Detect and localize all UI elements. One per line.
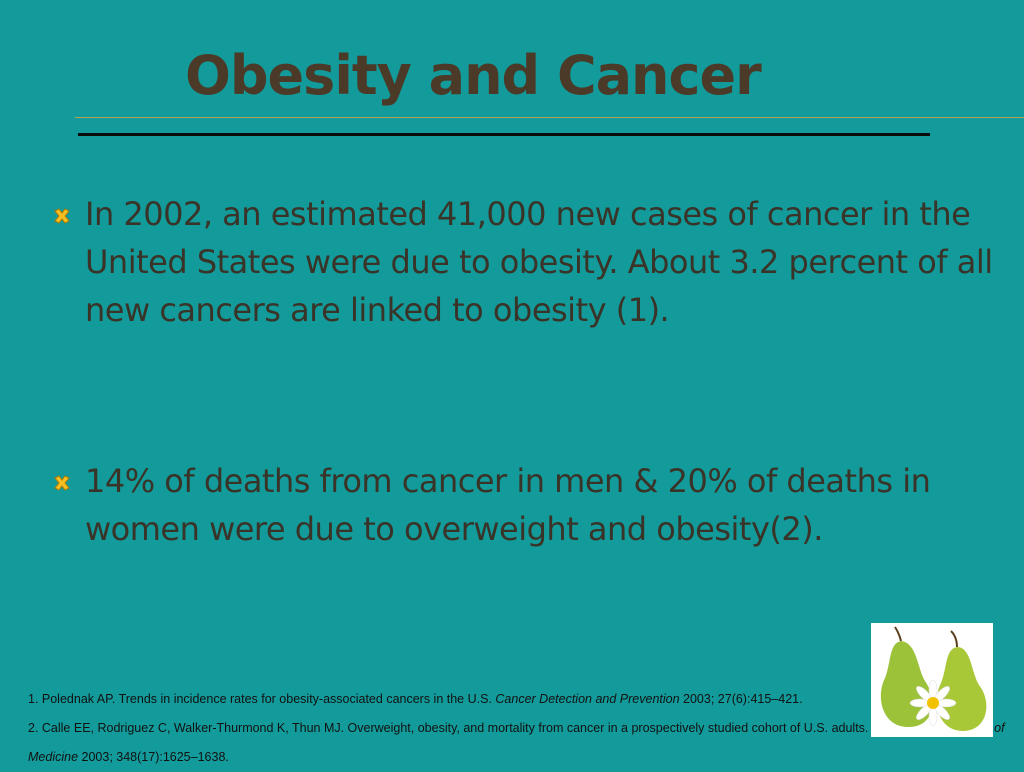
slide-title: Obesity and Cancer bbox=[185, 44, 762, 107]
divider bbox=[78, 133, 930, 136]
references: 1. Polednak AP. Trends in incidence rate… bbox=[28, 685, 1018, 772]
bullet-marker bbox=[54, 475, 70, 491]
divider bbox=[75, 117, 1024, 118]
bullet-marker bbox=[54, 208, 70, 224]
reference-details: 2003; 348(17):1625–1638. bbox=[81, 750, 229, 764]
reference: 2. Calle EE, Rodriguez C, Walker-Thurmon… bbox=[28, 714, 1018, 772]
reference-details: 2003; 27(6):415–421. bbox=[683, 692, 803, 706]
reference: 1. Polednak AP. Trends in incidence rate… bbox=[28, 685, 1018, 714]
pear-image bbox=[871, 623, 993, 737]
reference-text: 1. Polednak AP. Trends in incidence rate… bbox=[28, 692, 492, 706]
bullet-text: In 2002, an estimated 41,000 new cases o… bbox=[85, 195, 993, 329]
journal: Cancer Detection and Prevention bbox=[495, 692, 680, 706]
reference-text: 2. Calle EE, Rodriguez C, Walker-Thurmon… bbox=[28, 721, 869, 735]
bullet-text: 14% of deaths from cancer in men & 20% o… bbox=[85, 462, 931, 548]
